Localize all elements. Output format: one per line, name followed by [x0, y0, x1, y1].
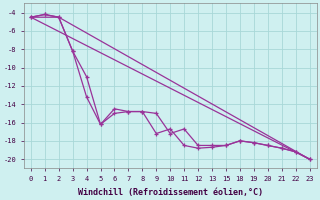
X-axis label: Windchill (Refroidissement éolien,°C): Windchill (Refroidissement éolien,°C) [78, 188, 263, 197]
